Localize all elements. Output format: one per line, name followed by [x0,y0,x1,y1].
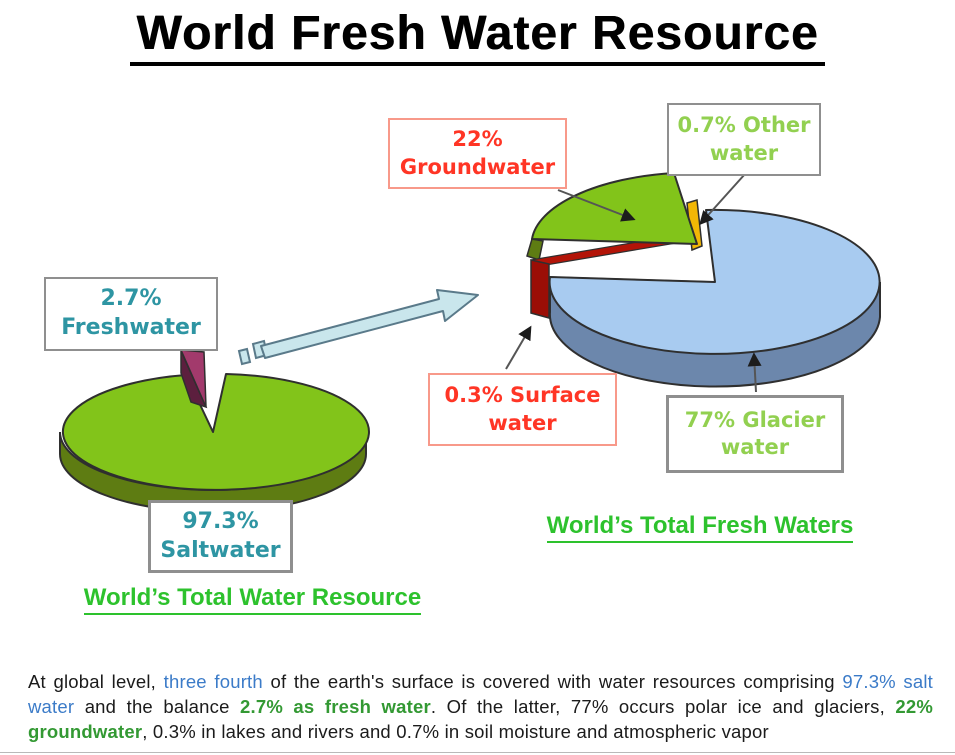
groundwater-slice-side [526,238,544,261]
surface-water-label-value: 0.3% Surface [444,383,601,408]
glacier-slice-top [548,208,881,355]
total-water-caption-text: World’s Total Water Resource [83,584,422,615]
groundwater-label-value: 22% [452,127,503,152]
page-title: World Fresh Water Resource [0,6,955,66]
paragraph-segment: 97.3% salt water [28,670,934,717]
glacier-water-label-name: water [720,435,790,459]
paragraph-segment: . Of the latter, 77% occurs polar ice an… [430,695,896,717]
paragraph-segment: of the earth's surface is covered with w… [262,670,843,692]
freshwater-label-name: Freshwater [61,315,201,340]
paragraph-segment: , 0.3% in lakes and rivers and 0.7% in s… [142,720,769,742]
groundwater-label: 22% Groundwater [388,118,567,189]
zoom-arrow-body [260,289,479,359]
paragraph-segment: and the balance [74,695,241,717]
zoom-arrow [237,289,479,366]
freshwater-label: 2.7% Freshwater [44,277,218,351]
freshwater-slice [179,349,207,408]
glacier-water-label: 77% Glacier water [666,395,844,473]
paragraph-segment: three fourth [163,670,263,692]
saltwater-label-name: Saltwater [160,537,281,563]
fresh-waters-caption-text: World’s Total Fresh Waters [546,512,854,543]
bottom-divider [0,752,955,753]
total-water-pie-chart [59,349,370,513]
saltwater-slice-top [62,373,370,491]
page-title-text: World Fresh Water Resource [130,6,825,66]
paragraph-segment: 22% groundwater [28,695,933,742]
description-paragraph: At global level, three fourth of the ear… [28,669,933,744]
surface-water-label: 0.3% Surface water [428,373,617,446]
surface-water-slice-face [530,259,550,319]
other-water-label-name: water [709,140,779,165]
fresh-waters-caption: World’s Total Fresh Waters [510,512,890,543]
fresh-water-pie-chart [526,172,881,388]
groundwater-label-name: Groundwater [399,154,556,179]
other-water-label-value: 0.7% Other [677,113,811,138]
other-water-label: 0.7% Other water [667,103,821,176]
saltwater-label: 97.3% Saltwater [148,500,293,573]
surface-water-label-name: water [488,410,557,435]
paragraph-segment: 2.7% as fresh water [240,695,431,717]
glacier-water-label-value: 77% Glacier [684,407,826,432]
saltwater-label-value: 97.3% [182,508,259,534]
total-water-caption: World’s Total Water Resource [55,584,450,615]
freshwater-label-value: 2.7% [100,286,162,312]
zoom-arrow-dash-small [237,347,252,366]
paragraph-segment: At global level, [28,670,164,692]
